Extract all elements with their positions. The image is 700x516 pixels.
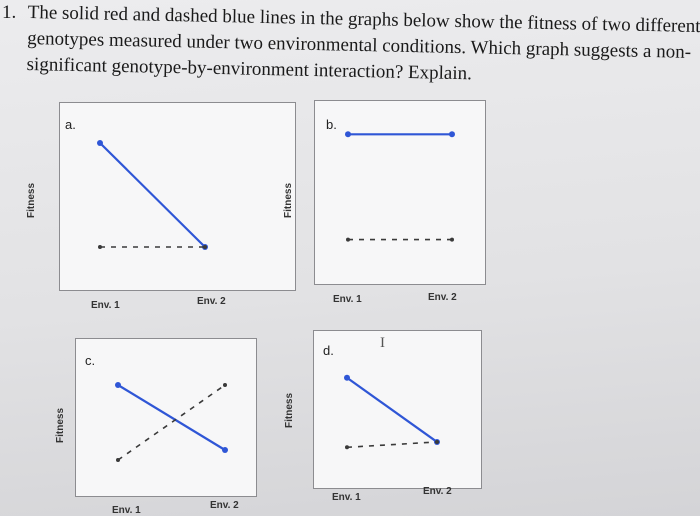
graph-b-frame [314, 100, 486, 285]
graph-b-xtick-1: Env. 1 [333, 294, 362, 305]
graph-c-dashed-line [117, 384, 226, 461]
graph-d-xtick-2: Env. 2 [423, 486, 452, 497]
graph-c-dashed-point-env1 [116, 458, 120, 462]
graph-d-dashed-line [346, 441, 438, 449]
graph-b-label: b. [326, 117, 337, 132]
graph-d-dashed-point-env2 [435, 439, 439, 444]
graph-c-dashed-point-env2 [223, 383, 227, 387]
graph-d-solid-point-env1 [344, 374, 350, 381]
graph-c-solid-point-env1 [115, 382, 121, 388]
graph-a-dashed-point-env1 [98, 245, 102, 249]
graph-d-xtick-1: Env. 1 [332, 492, 361, 503]
graph-a-frame [59, 102, 296, 291]
graph-b-dashed-point-env2 [450, 237, 454, 242]
graph-c-solid-point-env2 [222, 447, 228, 453]
graph-a-solid-point-env1 [97, 140, 103, 146]
graph-c-xtick-1: Env. 1 [112, 505, 141, 516]
graph-b-xtick-2: Env. 2 [428, 292, 457, 303]
graph-c-label: c. [85, 353, 96, 368]
graph-d-frame [313, 330, 482, 489]
graph-c-frame [75, 338, 257, 497]
graph-d-dashed-point-env1 [345, 445, 349, 450]
graph-a-solid-line [99, 142, 206, 248]
graph-c-solid-line [117, 384, 226, 451]
graph-b-solid-point-env2 [449, 131, 455, 138]
graph-c-xtick-2: Env. 2 [210, 500, 239, 511]
graph-b-dashed-point-env1 [346, 237, 350, 242]
graph-a-dashed-point-env2 [203, 245, 207, 249]
graph-a-xtick-2: Env. 2 [197, 296, 226, 307]
graph-a-label: a. [65, 117, 76, 132]
graph-d-label: d. [323, 343, 334, 358]
graph-d-solid-line [346, 376, 438, 443]
graph-a-xtick-1: Env. 1 [91, 300, 120, 311]
question-number: 1. [2, 2, 17, 23]
text-cursor-icon: I [380, 335, 385, 351]
graph-b-solid-point-env1 [345, 131, 351, 138]
